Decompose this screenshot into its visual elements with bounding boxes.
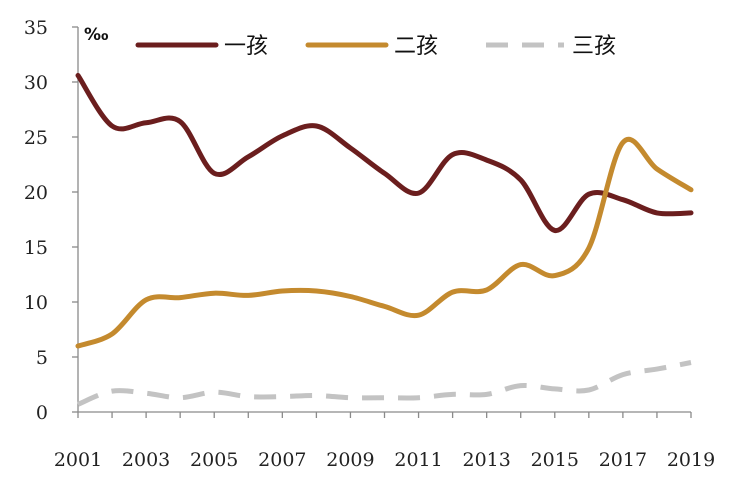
x-tick-label: 2013	[462, 449, 510, 471]
y-axis: 0 5 10 15 20 25 30 35	[24, 17, 79, 424]
x-tick-label: 2001	[54, 449, 102, 471]
legend: 一孩 二孩 三孩	[135, 34, 616, 59]
series-layer	[75, 72, 694, 407]
y-tick-label: 20	[24, 182, 48, 204]
x-tick-label: 2017	[599, 449, 647, 471]
legend-label-1: 一孩	[224, 34, 268, 59]
series-line-2	[75, 137, 694, 349]
x-tick-label: 2007	[258, 449, 306, 471]
y-tick-label: 25	[24, 127, 48, 149]
x-axis: 2001 2003 2005 2007 2009 2011 2013 2015 2017 2019	[54, 411, 715, 471]
y-tick-label: 35	[24, 17, 48, 39]
y-tick-label: 5	[36, 347, 48, 369]
x-tick-label: 2009	[326, 449, 374, 471]
y-tick-label: 30	[24, 72, 48, 94]
x-tick-label: 2015	[531, 449, 579, 471]
legend-label-3: 三孩	[572, 34, 616, 59]
x-tick-label: 2003	[122, 449, 170, 471]
x-tick-label: 2011	[394, 449, 442, 471]
y-tick-label: 0	[36, 402, 48, 424]
x-tick-label: 2005	[190, 449, 238, 471]
x-tick-label: 2019	[667, 449, 715, 471]
y-unit-label: ‰	[84, 25, 109, 45]
series-line-1	[75, 72, 694, 233]
y-tick-label: 10	[24, 292, 48, 314]
legend-label-2: 二孩	[394, 34, 438, 59]
y-tick-label: 15	[24, 237, 48, 259]
series-line-3	[77, 360, 692, 407]
